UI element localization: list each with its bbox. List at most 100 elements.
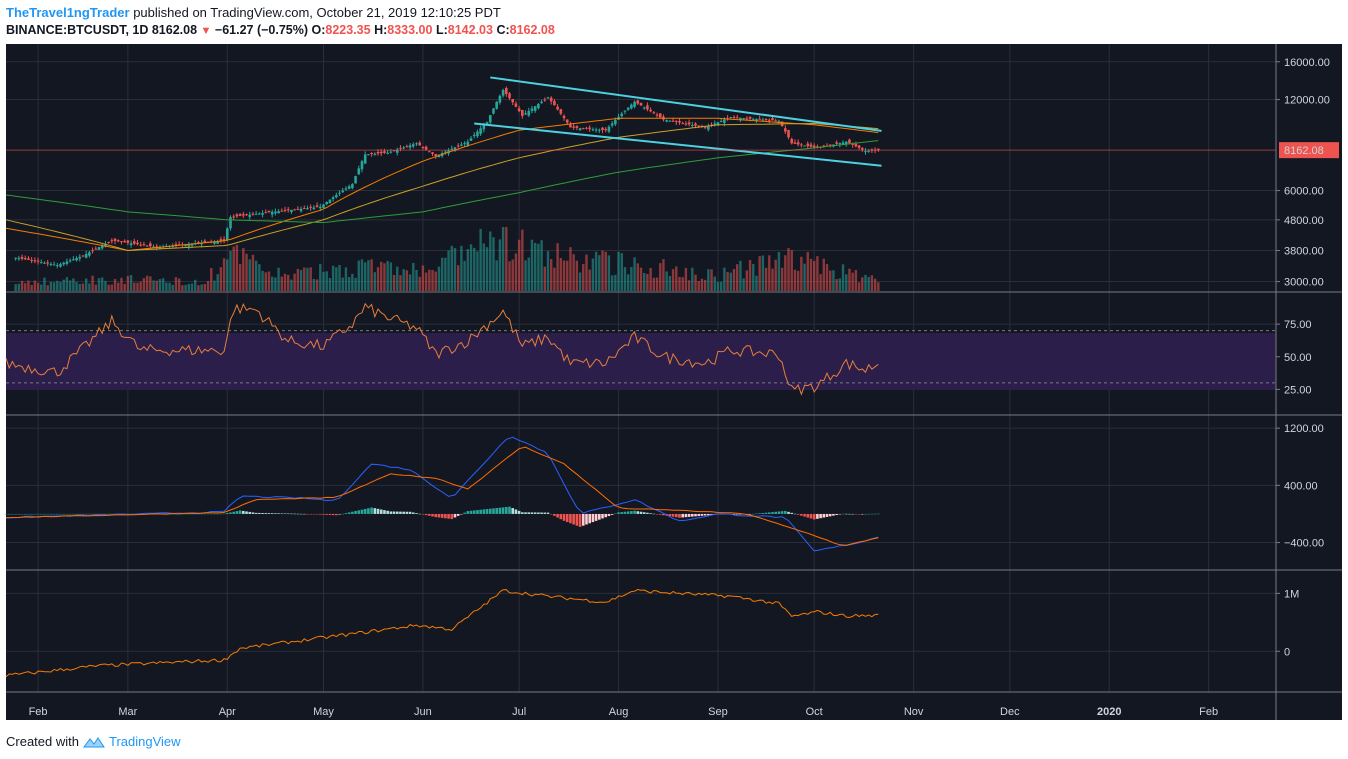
candle-body (379, 151, 383, 154)
candle-body (383, 151, 386, 154)
volume-bar (283, 273, 287, 291)
candle-body (450, 148, 454, 150)
candle-body (607, 126, 611, 132)
candle-body (511, 99, 515, 103)
volume-bar (729, 272, 732, 291)
candle-body (296, 208, 300, 210)
ohlc-line: BINANCE:BTCUSDT, 1D 8162.08 ▼ −61.27 (−0… (6, 23, 1342, 41)
macd-histogram-bar (607, 513, 611, 517)
macd-histogram-bar (325, 513, 329, 515)
candle-body (684, 123, 688, 125)
volume-bar (402, 269, 405, 291)
candle-body (203, 240, 207, 243)
candle-body (245, 214, 248, 216)
volume-bar (258, 264, 261, 291)
volume-bar (703, 279, 707, 291)
macd-histogram-bar (187, 513, 191, 515)
volume-bar (601, 250, 604, 291)
macd-histogram-bar (344, 513, 348, 514)
macd-histogram-bar (556, 513, 559, 518)
volume-bar (787, 248, 790, 291)
candle-body (65, 261, 69, 264)
volume-bar (463, 260, 466, 291)
candle-body (184, 244, 187, 247)
macd-histogram-bar (36, 513, 40, 515)
macd-histogram-bar (671, 513, 675, 517)
macd-histogram-bar (466, 511, 470, 514)
price-axis-label: 16000.00 (1284, 57, 1330, 69)
volume-bar (870, 275, 874, 291)
candle-body (838, 143, 842, 145)
volume-bar (806, 251, 809, 291)
volume-bar (687, 280, 691, 291)
macd-histogram-bar (190, 513, 194, 515)
volume-bar (550, 259, 553, 291)
volume-bar (444, 257, 447, 291)
macd-histogram-bar (411, 512, 415, 514)
candle-body (668, 120, 672, 122)
candle-body (588, 127, 591, 129)
candle-body (20, 257, 24, 259)
candle-body (283, 209, 287, 211)
volume-bar (594, 251, 598, 291)
tradingview-brand[interactable]: TradingView (108, 734, 181, 749)
macd-histogram-bar (360, 509, 364, 514)
candle-body (421, 147, 425, 149)
candle-body (367, 154, 370, 156)
volume-bar (829, 270, 832, 291)
candle-body (331, 197, 335, 200)
candle-body (466, 141, 470, 146)
volume-bar (174, 277, 178, 291)
volume-bar (248, 259, 251, 291)
candle-body (732, 116, 736, 118)
candle-body (229, 217, 232, 229)
volume-bar (469, 244, 473, 291)
candle-body (242, 214, 245, 216)
volume-bar (697, 280, 700, 291)
candle-body (652, 112, 656, 114)
candle-body (828, 144, 832, 146)
volume-bar (498, 239, 502, 291)
macd-histogram-bar (857, 513, 861, 515)
candle-body (36, 260, 40, 262)
macd-histogram-bar (206, 513, 210, 515)
candle-body (864, 151, 867, 153)
candle-body (479, 128, 482, 134)
volume-bar (832, 270, 835, 291)
candle-body (809, 144, 813, 147)
volume-bar (655, 277, 659, 291)
macd-histogram-bar (812, 513, 816, 520)
candle-body (524, 113, 527, 115)
volume-bar (495, 260, 498, 291)
volume-bar (325, 271, 328, 291)
macd-histogram-bar (421, 513, 425, 515)
volume-bar (280, 276, 284, 291)
volume-bar (107, 284, 110, 291)
volume-bar (168, 282, 171, 291)
candle-body (27, 258, 30, 260)
candle-body (75, 258, 78, 261)
candle-body (104, 243, 107, 247)
macd-histogram-bar (864, 513, 867, 515)
candle-body (601, 127, 604, 130)
macd-histogram-bar (357, 510, 361, 514)
last-price-marker (1279, 142, 1339, 159)
candle-body (386, 152, 389, 154)
publisher-link[interactable]: TheTravel1ngTrader (6, 5, 130, 20)
volume-bar (152, 280, 155, 291)
candle-body (694, 123, 697, 126)
macd-histogram-bar (23, 513, 27, 515)
macd-histogram-bar (511, 508, 515, 514)
candle-body (598, 129, 601, 131)
candle-body (527, 110, 531, 116)
volume-bar (604, 251, 607, 291)
time-axis-label: Aug (609, 706, 629, 718)
candle-body (415, 143, 418, 145)
macd-histogram-bar (828, 513, 832, 517)
macd-histogram-bar (428, 513, 431, 516)
candle-body (581, 128, 585, 130)
macd-histogram-bar (72, 513, 75, 515)
signal-line (5, 446, 879, 546)
volume-bar (75, 281, 78, 291)
